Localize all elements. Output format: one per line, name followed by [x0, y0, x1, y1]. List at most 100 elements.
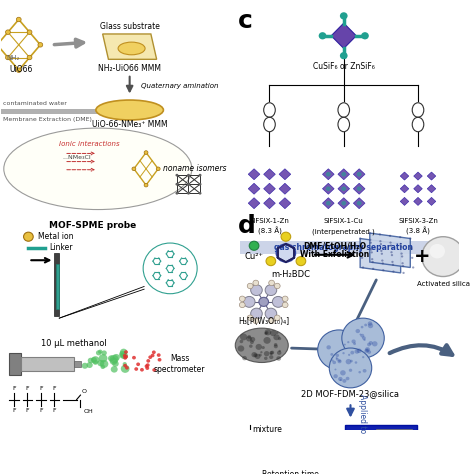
Circle shape: [265, 285, 277, 295]
Circle shape: [187, 183, 190, 185]
Circle shape: [410, 247, 412, 249]
Circle shape: [368, 321, 372, 326]
Circle shape: [265, 308, 277, 319]
Circle shape: [123, 364, 127, 367]
Circle shape: [144, 183, 148, 187]
Circle shape: [412, 266, 414, 269]
Circle shape: [251, 352, 257, 357]
Circle shape: [255, 354, 261, 359]
Text: c: c: [237, 9, 253, 33]
Circle shape: [401, 262, 404, 264]
Circle shape: [365, 347, 370, 352]
Ellipse shape: [4, 128, 192, 210]
Ellipse shape: [96, 100, 164, 120]
Text: Mass: Mass: [170, 355, 190, 364]
Circle shape: [391, 254, 393, 256]
Circle shape: [276, 244, 295, 262]
Circle shape: [361, 32, 369, 39]
Circle shape: [249, 345, 253, 348]
Circle shape: [24, 232, 33, 241]
Text: gas chromatography separation: gas chromatography separation: [274, 243, 413, 252]
Text: mixture: mixture: [253, 425, 283, 434]
Circle shape: [369, 239, 372, 241]
Text: Ionic interactions: Ionic interactions: [59, 141, 120, 147]
Text: F: F: [26, 386, 29, 391]
Polygon shape: [264, 198, 275, 209]
Circle shape: [157, 353, 161, 357]
Circle shape: [338, 377, 343, 381]
Circle shape: [331, 359, 334, 362]
Bar: [1, 109, 98, 114]
Circle shape: [390, 251, 392, 253]
Text: Quaternary amination: Quaternary amination: [141, 82, 219, 89]
Circle shape: [247, 283, 253, 289]
Circle shape: [340, 370, 346, 375]
Circle shape: [273, 296, 284, 307]
Circle shape: [96, 350, 101, 356]
Text: F: F: [39, 408, 43, 413]
Circle shape: [199, 192, 201, 195]
Circle shape: [258, 178, 265, 185]
Text: d: d: [237, 214, 255, 238]
Circle shape: [381, 253, 383, 255]
Circle shape: [124, 350, 128, 354]
Text: Membrane Extraction (DME): Membrane Extraction (DME): [3, 118, 92, 122]
Text: spectrometer: spectrometer: [154, 365, 206, 374]
Circle shape: [359, 334, 361, 336]
Circle shape: [429, 244, 445, 258]
Circle shape: [381, 259, 383, 262]
Circle shape: [332, 192, 340, 200]
Circle shape: [341, 186, 346, 191]
Circle shape: [91, 356, 100, 364]
Circle shape: [371, 258, 374, 260]
Text: UiO66: UiO66: [9, 65, 32, 74]
Circle shape: [244, 296, 255, 307]
Polygon shape: [414, 185, 422, 193]
Bar: [345, 425, 417, 470]
Text: F: F: [12, 386, 16, 391]
Polygon shape: [353, 169, 365, 180]
Text: F: F: [53, 386, 56, 391]
Circle shape: [372, 341, 377, 346]
Circle shape: [199, 183, 201, 185]
Circle shape: [121, 353, 128, 359]
Circle shape: [326, 201, 331, 205]
Circle shape: [327, 345, 331, 349]
Circle shape: [380, 250, 383, 252]
Circle shape: [255, 344, 262, 350]
Circle shape: [408, 179, 415, 185]
Circle shape: [273, 192, 281, 200]
Circle shape: [326, 186, 331, 191]
Circle shape: [242, 356, 247, 360]
Circle shape: [401, 255, 403, 257]
Circle shape: [367, 350, 371, 354]
Polygon shape: [248, 169, 260, 180]
Circle shape: [362, 336, 366, 340]
Circle shape: [249, 241, 259, 250]
Circle shape: [144, 151, 148, 155]
Circle shape: [250, 337, 255, 342]
Circle shape: [342, 379, 346, 383]
Text: ...NMe₃Cl: ...NMe₃Cl: [62, 155, 91, 160]
Circle shape: [341, 201, 346, 205]
Circle shape: [363, 369, 366, 373]
Circle shape: [6, 30, 10, 35]
Circle shape: [273, 334, 280, 340]
Circle shape: [392, 271, 394, 273]
Circle shape: [379, 240, 382, 242]
Text: Glass substrate: Glass substrate: [100, 22, 160, 31]
Circle shape: [274, 343, 277, 346]
Circle shape: [199, 174, 201, 176]
Text: UiO-66-NMe₃⁺ MMM: UiO-66-NMe₃⁺ MMM: [92, 120, 167, 129]
Circle shape: [240, 334, 247, 340]
Bar: [55, 253, 59, 316]
Circle shape: [264, 337, 271, 344]
Circle shape: [336, 358, 339, 361]
Circle shape: [340, 52, 347, 59]
Circle shape: [151, 354, 155, 357]
Circle shape: [93, 360, 98, 365]
Text: O: O: [82, 389, 87, 394]
Circle shape: [353, 342, 356, 345]
Text: SIFSIX-3-Zn: SIFSIX-3-Zn: [398, 219, 438, 224]
Circle shape: [351, 431, 358, 437]
